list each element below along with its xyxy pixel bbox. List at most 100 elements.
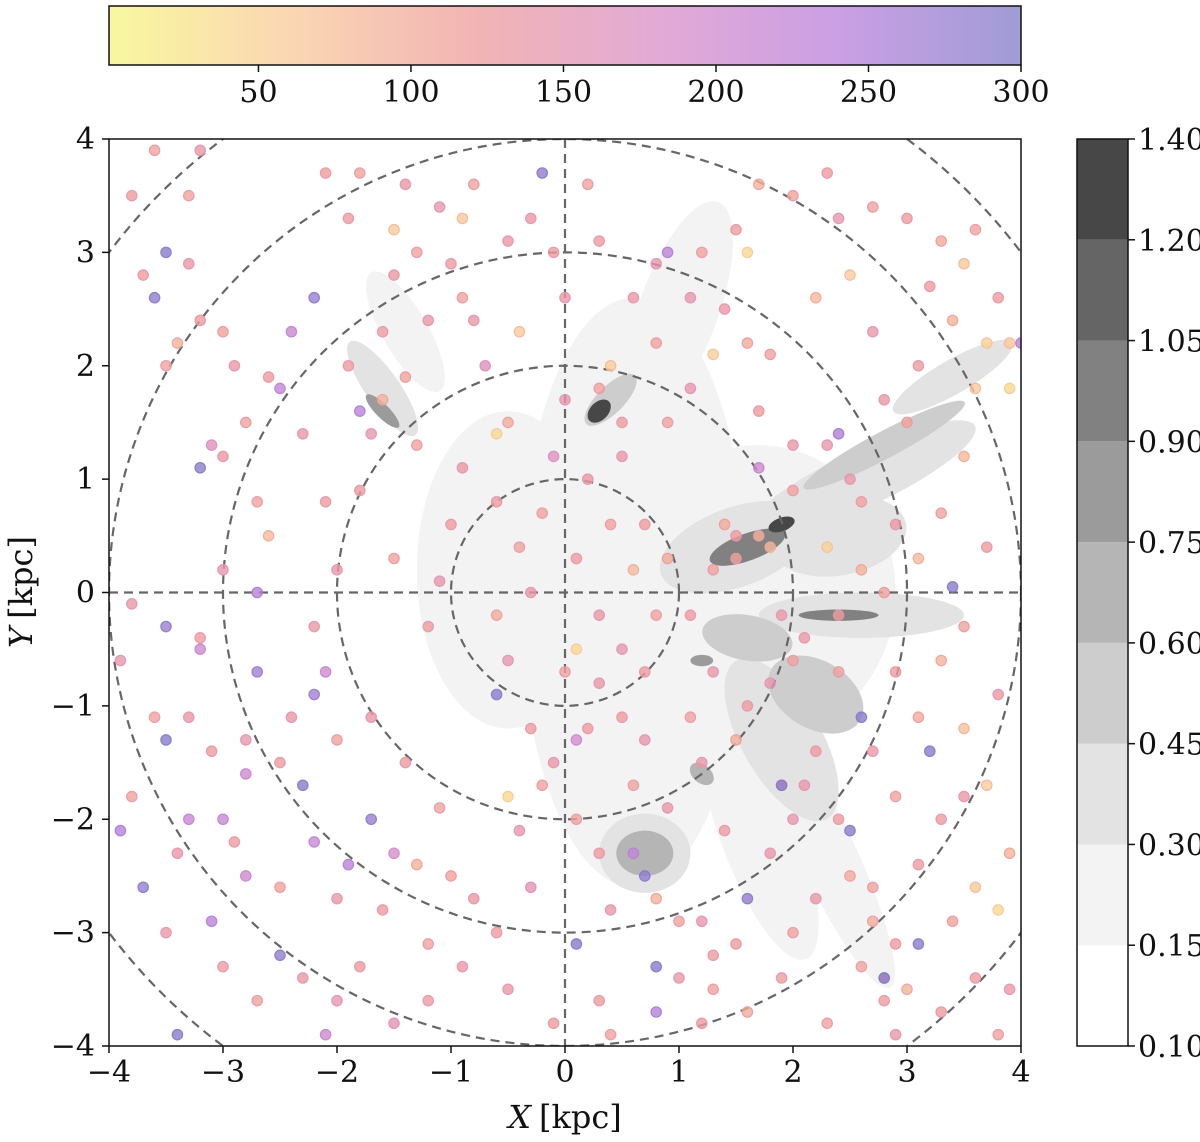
scatter-point: [752, 178, 765, 191]
scatter-point: [741, 337, 754, 349]
density-contour-region: [347, 340, 419, 437]
scatter-point: [456, 960, 469, 973]
scatter-point: [992, 904, 1004, 916]
scatter-point: [593, 235, 605, 247]
scatter-point: [399, 371, 412, 383]
scatter-point: [969, 223, 982, 236]
scatter-point: [422, 314, 434, 327]
scatter-point: [433, 201, 446, 213]
scatter-point: [422, 938, 434, 950]
scatter-point: [787, 813, 799, 826]
scatter-point: [844, 870, 856, 882]
scatter-point: [274, 949, 286, 962]
scatter-point: [183, 813, 195, 826]
scatter-point: [821, 1017, 833, 1030]
scatter-point: [901, 983, 913, 996]
scatter-point: [695, 246, 708, 259]
scatter-point: [285, 325, 298, 338]
y-axis-ticks: −4 −3 −2 −1 0 1 2 3 4: [51, 122, 109, 1064]
scatter-point: [467, 178, 480, 191]
scatter-point: [764, 847, 776, 860]
scatter-point: [593, 847, 605, 860]
scatter-point: [878, 994, 890, 1007]
density-colorbar-tick-label: 0.10: [1138, 1030, 1200, 1065]
scatter-point: [889, 938, 902, 950]
scatter-point: [707, 983, 719, 996]
scatter-point: [889, 666, 902, 678]
scatter-point: [160, 246, 172, 259]
scatter-point: [205, 439, 218, 451]
scatter-point: [137, 881, 149, 894]
scatter-colorbar-tick-label: 200: [687, 75, 744, 110]
density-contour-region: [365, 394, 400, 428]
scatter-point: [604, 1028, 617, 1041]
scatter-point: [388, 847, 400, 860]
scatter-point: [832, 666, 845, 678]
density-colorbar-band: [1077, 441, 1128, 543]
scatter-point: [410, 439, 423, 451]
scatter-point: [912, 711, 925, 724]
y-axis-unit: [kpc]: [2, 536, 40, 619]
scatter-point: [308, 620, 320, 633]
scatter-point: [547, 246, 560, 259]
scatter-point: [285, 711, 298, 724]
scatter-point: [502, 790, 514, 803]
scatter-point: [787, 189, 799, 202]
density-contour-region: [365, 271, 445, 393]
scatter-point: [342, 858, 355, 871]
scatter-point: [353, 484, 366, 497]
scatter-point: [217, 325, 229, 338]
scatter-point: [866, 201, 879, 213]
scatter-point: [240, 416, 252, 429]
scatter-point: [456, 212, 469, 225]
density-contours: [347, 201, 1013, 989]
y-axis-variable: Y: [2, 624, 40, 648]
density-contour-region: [892, 339, 1013, 415]
x-axis-ticks: −4 −3 −2 −1 0 1 2 3 4: [87, 1046, 1031, 1090]
scatter-point: [650, 1006, 662, 1018]
scatter-point: [912, 359, 925, 372]
scatter-colorbar: 50 100 150 200 250 300: [108, 5, 1050, 110]
scatter-point: [581, 473, 594, 485]
scatter-point: [638, 870, 651, 882]
scatter-point: [240, 734, 252, 746]
scatter-point: [456, 461, 469, 474]
scatter-point: [171, 337, 184, 349]
scatter-point: [992, 1028, 1004, 1041]
plot-area: −4 −3 −2 −1 0 1 2 3 4 −4 −3 −2 −1 0 1 2 3 4: [51, 122, 1031, 1090]
scatter-point: [171, 1028, 184, 1041]
scatter-point: [342, 359, 355, 372]
scatter-point: [627, 779, 640, 792]
density-contour-region: [724, 658, 839, 822]
scatter-point: [992, 688, 1004, 701]
scatter-point: [410, 246, 423, 259]
scatter-point: [422, 994, 434, 1007]
scatter-point: [296, 972, 309, 984]
scatter-point: [809, 892, 822, 905]
scatter-point: [695, 1017, 708, 1030]
scatter-point: [536, 167, 548, 179]
scatter-point: [650, 609, 662, 621]
scatter-point: [410, 858, 423, 871]
scatter-point: [787, 654, 799, 667]
scatter-point: [969, 881, 982, 894]
scatter-point: [764, 348, 776, 361]
y-tick-label: −2: [51, 802, 95, 837]
scatter-point: [878, 972, 890, 984]
scatter-point: [114, 824, 127, 837]
density-contour-region: [690, 654, 714, 667]
scatter-point: [593, 994, 605, 1007]
scatter-point: [365, 427, 377, 440]
scatter-point: [695, 915, 708, 928]
scatter-point: [445, 257, 457, 270]
scatter-point: [730, 938, 742, 950]
scatter-point: [319, 495, 332, 508]
scatter-point: [353, 167, 366, 179]
scatter-point: [160, 359, 172, 372]
scatter-point: [718, 824, 731, 837]
density-colorbar-tick-label: 0.90: [1138, 425, 1200, 460]
scatter-point: [559, 291, 571, 304]
scatter-point: [684, 711, 697, 724]
scatter-point: [171, 847, 184, 860]
